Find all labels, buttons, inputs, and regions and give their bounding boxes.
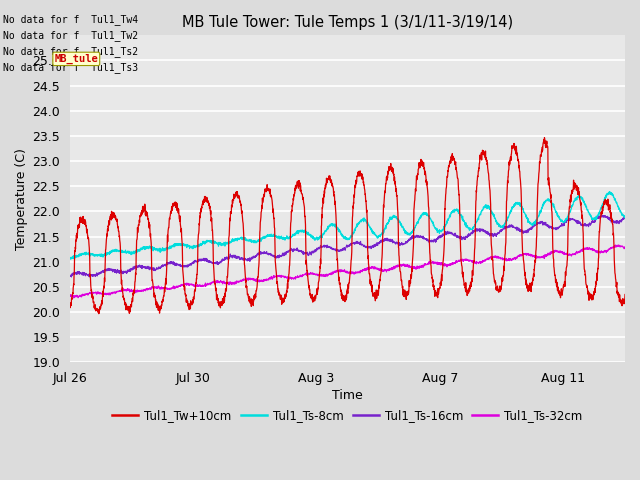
Text: MB_tule: MB_tule — [54, 54, 98, 64]
Text: No data for f  Tul1_Ts2: No data for f Tul1_Ts2 — [3, 46, 138, 57]
Title: MB Tule Tower: Tule Temps 1 (3/1/11-3/19/14): MB Tule Tower: Tule Temps 1 (3/1/11-3/19… — [182, 15, 513, 30]
X-axis label: Time: Time — [332, 389, 363, 402]
Text: No data for f  Tul1_Tw4: No data for f Tul1_Tw4 — [3, 14, 138, 25]
Text: No data for f  Tul1_Ts3: No data for f Tul1_Ts3 — [3, 62, 138, 73]
Text: No data for f  Tul1_Tw2: No data for f Tul1_Tw2 — [3, 30, 138, 41]
Y-axis label: Temperature (C): Temperature (C) — [15, 148, 28, 250]
Legend: Tul1_Tw+10cm, Tul1_Ts-8cm, Tul1_Ts-16cm, Tul1_Ts-32cm: Tul1_Tw+10cm, Tul1_Ts-8cm, Tul1_Ts-16cm,… — [108, 404, 588, 427]
